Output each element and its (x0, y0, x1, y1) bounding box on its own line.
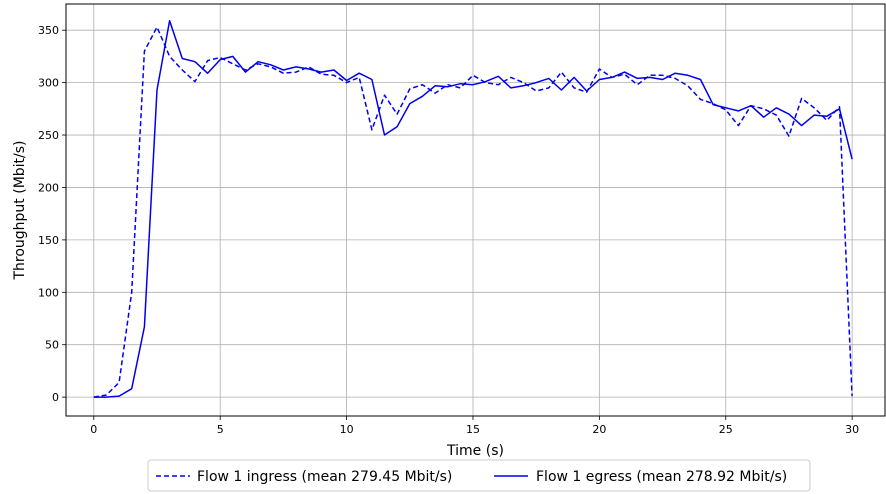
legend: Flow 1 ingress (mean 279.45 Mbit/s) Flow… (147, 459, 811, 492)
x-tick-label: 15 (466, 423, 480, 436)
y-tick-label: 200 (38, 181, 59, 194)
y-tick-label: 0 (52, 391, 59, 404)
legend-label-egress: Flow 1 egress (mean 278.92 Mbit/s) (536, 469, 787, 485)
x-axis-label: Time (s) (446, 443, 504, 459)
grid (66, 4, 885, 416)
legend-box (147, 459, 811, 492)
x-tick-label: 25 (719, 423, 733, 436)
series-group (93, 20, 853, 398)
x-axis: 0 5 10 15 20 25 30 (90, 416, 859, 436)
x-tick-label: 20 (592, 423, 606, 436)
x-tick-label: 30 (845, 423, 859, 436)
x-tick-label: 0 (90, 423, 97, 436)
x-tick-label: 10 (340, 423, 354, 436)
plot-frame (65, 3, 886, 417)
y-tick-label: 50 (45, 339, 59, 352)
y-tick-label: 100 (38, 286, 59, 299)
legend-label-ingress: Flow 1 ingress (mean 279.45 Mbit/s) (197, 469, 452, 485)
y-axis: 0 50 100 150 200 250 300 350 (38, 24, 66, 404)
y-tick-label: 150 (38, 234, 59, 247)
y-tick-label: 250 (38, 129, 59, 142)
y-tick-label: 300 (38, 77, 59, 90)
y-axis-label: Throughput (Mbit/s) (12, 140, 28, 280)
series-line-egress (93, 20, 853, 398)
y-tick-label: 350 (38, 24, 59, 37)
x-tick-label: 5 (217, 423, 224, 436)
